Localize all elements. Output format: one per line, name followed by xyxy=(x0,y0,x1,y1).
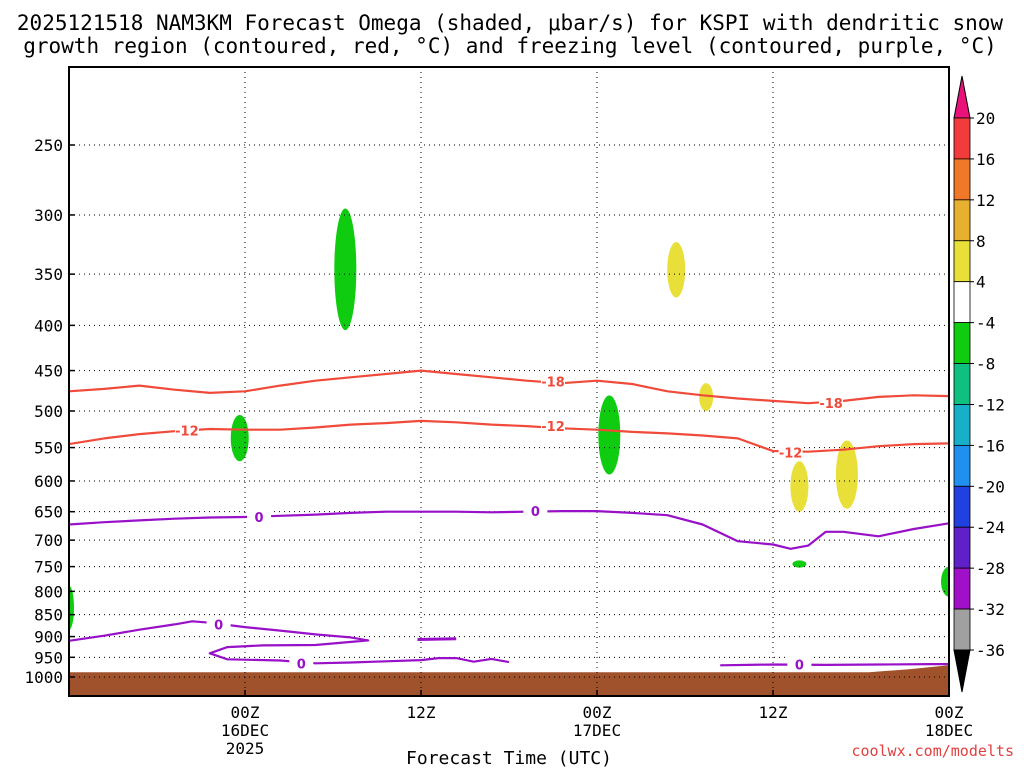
x-tick-label-10-l1: 12Z xyxy=(407,703,436,722)
contour-label-minus12-b-bg xyxy=(541,418,565,434)
contour-label-minus12-a: -12 xyxy=(175,424,199,439)
contour-label-freezing-e-bg xyxy=(787,656,812,672)
y-tick-label-750: 750 xyxy=(34,558,63,577)
colorbar-top-arrow xyxy=(953,75,971,119)
x-tick-label-20-l1: 00Z xyxy=(583,703,612,722)
contour-label-freezing-a-bg xyxy=(247,508,272,524)
colorbar-segment-4 xyxy=(953,240,971,283)
colorbar-bottom-arrow xyxy=(953,649,971,693)
contour-label-minus18-b: -18 xyxy=(819,397,843,412)
omega-region-5 xyxy=(667,242,686,298)
y-tick-label-300: 300 xyxy=(34,206,63,225)
credit-text: coolwx.com/modelts xyxy=(851,742,1014,760)
colorbar-label-3: 8 xyxy=(976,232,986,251)
y-tick-label-1000: 1000 xyxy=(24,668,63,687)
x-tick-label-20-l2: 17DEC xyxy=(573,721,621,740)
colorbar-label-6: -8 xyxy=(976,355,995,374)
colorbar-label-10: -24 xyxy=(976,518,1005,537)
colorbar-label-8: -16 xyxy=(976,436,1005,455)
omega-region-1 xyxy=(230,414,249,462)
omega-region-7 xyxy=(790,461,809,512)
contour-label-minus18-a-bg xyxy=(541,373,565,389)
y-tick-label-250: 250 xyxy=(34,136,63,155)
contour-label-freezing-e: 0 xyxy=(795,659,804,674)
y-tick-label-700: 700 xyxy=(34,531,63,550)
x-tick-label-0-l1: 00Z xyxy=(231,703,260,722)
colorbar-label-11: -28 xyxy=(976,559,1005,578)
contour-label-freezing-d-bg xyxy=(289,655,314,671)
freezing-level-small-line xyxy=(720,662,949,667)
colorbar-label-13: -36 xyxy=(976,641,1005,660)
contour-label-freezing-d: 0 xyxy=(297,657,306,672)
x-tick-label-30-l1: 12Z xyxy=(759,703,788,722)
y-tick-label-550: 550 xyxy=(34,439,63,458)
contour-label-freezing-c: 0 xyxy=(214,618,223,633)
colorbar-label-0: 20 xyxy=(976,109,995,128)
colorbar-segment-2 xyxy=(953,158,971,201)
colorbar-segment-5 xyxy=(953,281,971,324)
colorbar-segment-10 xyxy=(953,485,971,528)
y-tick-label-650: 650 xyxy=(34,503,63,522)
freezing-level-tiny-segment xyxy=(417,637,457,642)
y-tick-label-950: 950 xyxy=(34,648,63,667)
freezing-level-upper-line xyxy=(69,510,949,550)
colorbar-segment-9 xyxy=(953,444,971,487)
y-tick-label-450: 450 xyxy=(34,362,63,381)
y-tick-label-600: 600 xyxy=(34,472,63,491)
colorbar-label-12: -32 xyxy=(976,600,1005,619)
colorbar-segment-8 xyxy=(953,404,971,446)
omega-region-right-edge xyxy=(941,566,949,597)
contour-label-minus12-a-bg xyxy=(174,422,199,438)
contour-label-freezing-c-bg xyxy=(206,616,231,632)
contour-label-minus18-a: -18 xyxy=(541,375,565,390)
omega-region-6 xyxy=(699,383,714,411)
plot-area: -18 -18 -12 -12 -12 0 0 0 0 0 250 300 350 400 450 500 55… xyxy=(24,66,1005,758)
omega-region-4 xyxy=(792,560,807,568)
colorbar-label-5: -4 xyxy=(976,314,995,333)
omega-region-left-edge xyxy=(69,585,74,630)
colorbar-label-4: 4 xyxy=(976,273,986,292)
contour-label-freezing-a: 0 xyxy=(255,511,264,526)
contour-label-freezing-b: 0 xyxy=(531,505,540,520)
omega-region-2 xyxy=(334,208,357,331)
colorbar-label-9: -20 xyxy=(976,477,1005,496)
y-tick-label-350: 350 xyxy=(34,265,63,284)
x-tick-label-0-l2: 16DEC xyxy=(221,721,269,740)
freezing-level-lower-line xyxy=(69,620,510,665)
colorbar-segment-11 xyxy=(953,526,971,569)
chart-title-line-1: 2025121518 NAM3KM Forecast Omega (shaded… xyxy=(17,11,1004,35)
x-tick-label-0-l3: 2025 xyxy=(226,739,265,758)
colorbar-label-7: -12 xyxy=(976,395,1005,414)
colorbar-segment-13 xyxy=(953,608,971,651)
omega-region-3 xyxy=(598,395,621,475)
plot-border xyxy=(68,66,950,697)
terrain-surface xyxy=(69,665,949,696)
contour-label-minus12-c-bg xyxy=(778,444,803,460)
chart-title-line-2: growth region (contoured, red, °C) and f… xyxy=(23,34,997,58)
contour-label-minus18-b-bg xyxy=(819,395,844,411)
plot-inner: -18 -18 -12 -12 -12 0 0 0 0 0 xyxy=(69,67,949,696)
y-tick-label-900: 900 xyxy=(34,628,63,647)
contour-label-minus12-c: -12 xyxy=(779,446,803,461)
colorbar-label-2: 12 xyxy=(976,191,995,210)
omega-region-8 xyxy=(835,440,858,509)
colorbar-segment-6 xyxy=(953,322,971,364)
x-tick-label-40-l2: 18DEC xyxy=(925,721,973,740)
colorbar-label-1: 16 xyxy=(976,150,995,169)
colorbar-segment-12 xyxy=(953,567,971,610)
x-tick-label-40-l1: 00Z xyxy=(935,703,964,722)
y-tick-label-800: 800 xyxy=(34,582,63,601)
colorbar-segment-7 xyxy=(953,363,971,405)
x-axis-title: Forecast Time (UTC) xyxy=(406,748,612,768)
colorbar-segment-1 xyxy=(953,117,971,160)
y-tick-label-500: 500 xyxy=(34,402,63,421)
y-tick-label-850: 850 xyxy=(34,606,63,625)
contour-label-minus12-b: -12 xyxy=(541,420,565,435)
colorbar-segment-3 xyxy=(953,199,971,242)
y-tick-label-400: 400 xyxy=(34,316,63,335)
contour-label-freezing-b-bg xyxy=(523,503,548,519)
